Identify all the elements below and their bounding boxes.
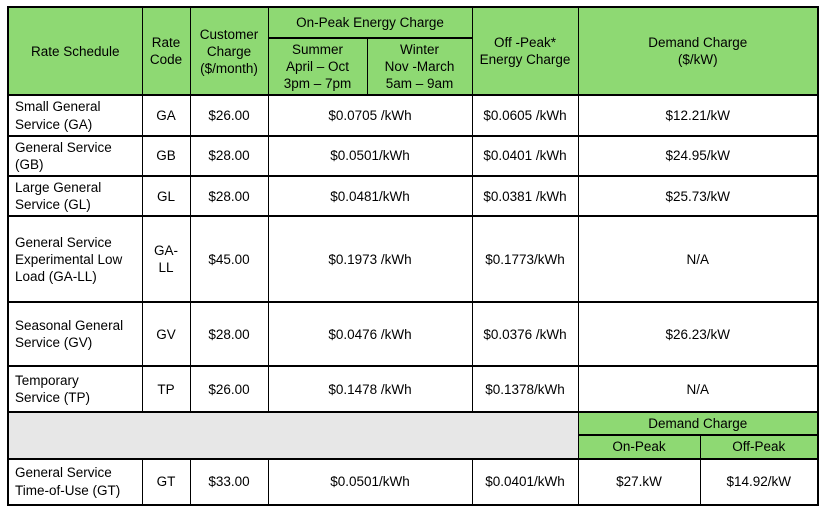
- rate-code-cell: TP: [141, 365, 191, 414]
- on-peak-cell: $0.0501/kWh: [267, 134, 473, 177]
- header-summer-on-peak: Summer April – Oct 3pm – 7pm: [267, 36, 368, 97]
- demand-subheader-row-2: On-Peak Off-Peak: [8, 434, 819, 460]
- on-peak-cell: $0.0501/kWh: [267, 457, 473, 506]
- off-peak-cell: $0.0401/kWh: [471, 457, 579, 506]
- demand-subheader-row-1: Demand Charge: [7, 411, 819, 460]
- table-row-ga: Small General Service (GA) GA $26.00 $0.…: [7, 94, 819, 137]
- off-peak-cell: $0.0401 /kWh: [471, 134, 579, 177]
- rate-schedule-cell: General Service Time-of-Use (GT): [7, 457, 143, 506]
- off-peak-cell: $0.1378/kWh: [471, 365, 579, 414]
- demand-subheader-off-peak: Off-Peak: [699, 434, 819, 460]
- customer-charge-cell: $26.00: [189, 94, 269, 137]
- rate-schedule-cell: Temporary Service (TP): [7, 365, 143, 414]
- rate-code-cell: GA: [141, 94, 191, 137]
- demand-cell: $26.23/kW: [577, 301, 819, 368]
- demand-off-peak-cell: $14.92/kW: [699, 457, 819, 506]
- rate-code-cell: GV: [141, 301, 191, 368]
- table-row-gv: Seasonal General Service (GV) GV $28.00 …: [7, 301, 819, 368]
- customer-charge-cell: $33.00: [189, 457, 269, 506]
- demand-on-peak-cell: $27.kW: [577, 457, 701, 506]
- header-off-peak: Off -Peak* Energy Charge: [471, 5, 579, 97]
- rate-schedule-cell: General Service Experimental Low Load (G…: [7, 215, 143, 304]
- header-demand-charge: Demand Charge ($/kW): [577, 5, 819, 97]
- rate-code-cell: GB: [141, 134, 191, 177]
- table-row-ga-ll: General Service Experimental Low Load (G…: [7, 215, 819, 304]
- header-customer-charge: Customer Charge ($/month): [189, 5, 269, 97]
- table-row-tp: Temporary Service (TP) TP $26.00 $0.1478…: [7, 365, 819, 414]
- off-peak-cell: $0.0605 /kWh: [471, 94, 579, 137]
- rate-schedule-cell: Seasonal General Service (GV): [7, 301, 143, 368]
- demand-cell: N/A: [577, 365, 819, 414]
- on-peak-cell: $0.0476 /kWh: [267, 301, 473, 368]
- header-row-2: Summer April – Oct 3pm – 7pm Winter Nov …: [8, 36, 818, 97]
- demand-cell: $12.21/kW: [577, 94, 819, 137]
- header-rate-schedule: Rate Schedule: [7, 5, 143, 97]
- empty-gray-cell: [7, 411, 579, 460]
- on-peak-cell: $0.0481/kWh: [267, 174, 473, 218]
- rate-code-cell: GL: [141, 174, 191, 218]
- rate-code-cell: GA- LL: [141, 215, 191, 304]
- customer-charge-cell: $26.00: [189, 365, 269, 414]
- demand-cell: $25.73/kW: [577, 174, 819, 218]
- demand-subheader-title: Demand Charge: [577, 411, 819, 437]
- table-row-gb: General Service (GB) GB $28.00 $0.0501/k…: [7, 134, 819, 177]
- demand-subheader-on-peak: On-Peak: [577, 434, 701, 460]
- header-row-1: Rate Schedule Rate Code Customer Charge …: [7, 5, 819, 97]
- demand-cell: N/A: [577, 215, 819, 304]
- header-winter-on-peak: Winter Nov -March 5am – 9am: [366, 36, 473, 97]
- customer-charge-cell: $28.00: [189, 301, 269, 368]
- header-rate-code: Rate Code: [141, 5, 191, 97]
- on-peak-cell: $0.1973 /kWh: [267, 215, 473, 304]
- off-peak-cell: $0.0381 /kWh: [471, 174, 579, 218]
- off-peak-cell: $0.1773/kWh: [471, 215, 579, 304]
- customer-charge-cell: $28.00: [189, 174, 269, 218]
- header-on-peak-group: On-Peak Energy Charge: [267, 6, 473, 39]
- rate-schedule-table: Rate Schedule Rate Code Customer Charge …: [7, 5, 820, 506]
- rate-schedule-cell: General Service (GB): [7, 134, 143, 177]
- rate-schedule-cell: Small General Service (GA): [7, 94, 143, 137]
- table-row-gt: General Service Time-of-Use (GT) GT $33.…: [7, 457, 819, 506]
- customer-charge-cell: $45.00: [189, 215, 269, 304]
- demand-cell: $24.95/kW: [577, 134, 819, 177]
- off-peak-cell: $0.0376 /kWh: [471, 301, 579, 368]
- table-row-gl: Large General Service (GL) GL $28.00 $0.…: [7, 174, 819, 218]
- rate-code-cell: GT: [141, 457, 191, 506]
- rate-schedule-cell: Large General Service (GL): [7, 174, 143, 218]
- on-peak-cell: $0.0705 /kWh: [267, 94, 473, 137]
- customer-charge-cell: $28.00: [189, 134, 269, 177]
- on-peak-cell: $0.1478 /kWh: [267, 365, 473, 414]
